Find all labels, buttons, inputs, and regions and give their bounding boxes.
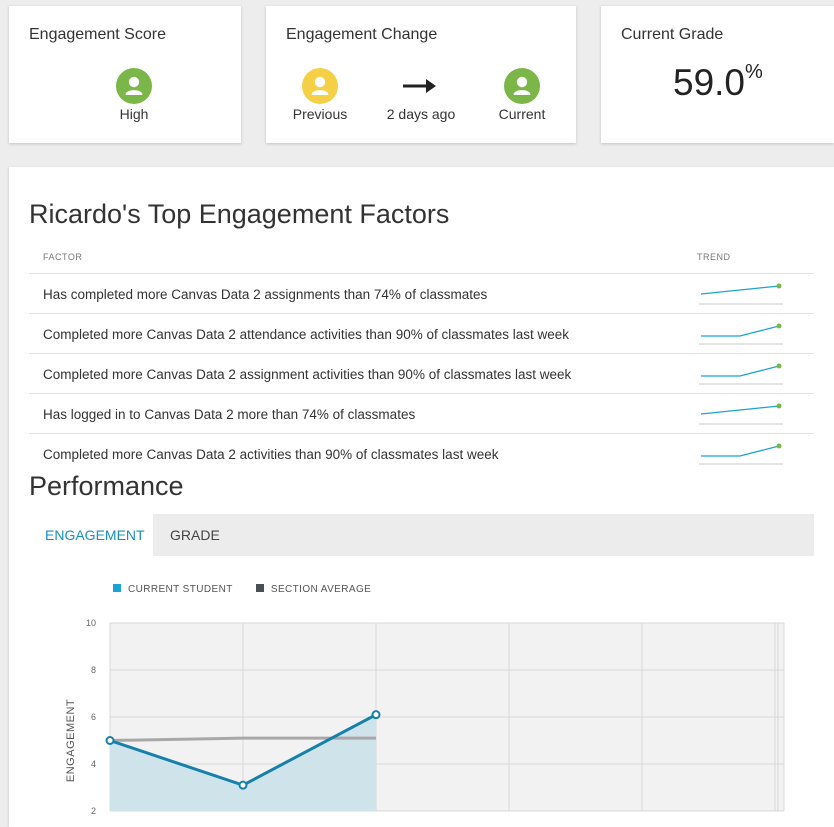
current-student-point — [371, 710, 381, 720]
y-tick-label: 8 — [91, 665, 96, 675]
legend-label: SECTION AVERAGE — [270, 584, 372, 595]
sparkline-line — [701, 445, 780, 457]
trend-sparkline — [699, 323, 783, 345]
current-grade-value: 59.0 — [673, 62, 746, 103]
table-row: Completed more Canvas Data 2 assignment … — [29, 354, 814, 394]
legend-swatch — [255, 584, 264, 593]
trend-column-header: TREND — [697, 252, 731, 262]
factor-text: Completed more Canvas Data 2 assignment … — [43, 367, 572, 382]
tab-engagement[interactable]: ENGAGEMENT — [29, 514, 153, 556]
y-tick-label: 4 — [91, 759, 96, 769]
legend-item-section-average[interactable]: SECTION AVERAGE — [255, 584, 372, 595]
current-student-point — [238, 780, 248, 790]
y-tick-label: 10 — [86, 618, 96, 628]
y-tick-label: 6 — [91, 712, 96, 722]
y-tick-label: 2 — [91, 806, 96, 816]
sparkline-line — [701, 365, 780, 377]
engagement-change-card: Engagement Change Previous 2 days ago Cu… — [266, 6, 576, 143]
sparkline-line — [700, 405, 780, 415]
current-grade-unit: % — [745, 60, 763, 83]
factors-table: FACTOR TREND Has completed more Canvas D… — [29, 242, 814, 473]
trend-sparkline — [699, 443, 783, 465]
legend-item-current-student[interactable]: CURRENT STUDENT — [113, 584, 233, 595]
interval-label: 2 days ago — [386, 106, 456, 122]
trend-sparkline — [699, 363, 783, 385]
sparkline-endpoint — [776, 283, 782, 289]
sparkline-endpoint — [776, 443, 782, 449]
user-icon — [116, 68, 152, 104]
trend-sparkline — [699, 283, 783, 305]
table-row: Has completed more Canvas Data 2 assignm… — [29, 274, 814, 314]
factors-title: Ricardo's Top Engagement Factors — [29, 199, 450, 229]
table-row: Has logged in to Canvas Data 2 more than… — [29, 394, 814, 434]
table-row: Completed more Canvas Data 2 activities … — [29, 434, 814, 473]
current-student-area — [110, 714, 376, 811]
sparkline-endpoint — [776, 403, 782, 409]
user-icon — [302, 68, 338, 104]
engagement-score-card: Engagement Score High — [9, 6, 241, 143]
trend-sparkline — [699, 403, 783, 425]
previous-label: Previous — [292, 106, 348, 122]
table-row: Completed more Canvas Data 2 attendance … — [29, 314, 814, 354]
sparkline-line — [701, 325, 780, 337]
chart-plot: 2 4 6 8 10 ENGAGEMENT — [65, 618, 785, 816]
factors-table-header: FACTOR TREND — [29, 242, 814, 274]
engagement-chart: CURRENT STUDENT SECTION AVERAGE 2 4 6 8 10 EN… — [29, 556, 814, 827]
engagement-level: High — [119, 106, 149, 122]
engagement-change-title: Engagement Change — [286, 26, 438, 43]
sparkline-line — [700, 285, 780, 295]
sparkline-endpoint — [776, 363, 782, 369]
sparkline-endpoint — [776, 323, 782, 329]
factor-text: Has completed more Canvas Data 2 assignm… — [43, 287, 488, 302]
factor-text: Has logged in to Canvas Data 2 more than… — [43, 407, 416, 422]
factor-rows: Has completed more Canvas Data 2 assignm… — [29, 274, 814, 473]
factor-column-header: FACTOR — [43, 252, 83, 262]
performance-title: Performance — [29, 471, 184, 501]
legend-swatch — [113, 584, 121, 593]
performance-tabs: ENGAGEMENT GRADE — [29, 514, 814, 556]
user-icon — [504, 68, 540, 104]
current-grade-title: Current Grade — [621, 26, 724, 43]
tab-grade[interactable]: GRADE — [170, 527, 220, 543]
factor-text: Completed more Canvas Data 2 activities … — [43, 447, 499, 462]
current-grade-card: Current Grade 59.0% — [601, 6, 834, 143]
y-axis-label: ENGAGEMENT — [65, 699, 77, 782]
factor-text: Completed more Canvas Data 2 attendance … — [43, 327, 570, 342]
legend-label: CURRENT STUDENT — [128, 584, 233, 595]
arrow-right-icon — [403, 79, 436, 93]
current-label: Current — [498, 106, 546, 122]
current-grade-value-wrap: 59.0% — [673, 60, 763, 104]
chart-legend: CURRENT STUDENT SECTION AVERAGE — [113, 584, 391, 595]
main-panel: Ricardo's Top Engagement Factors FACTOR … — [9, 167, 834, 827]
current-student-point — [105, 736, 115, 745]
engagement-score-title: Engagement Score — [29, 26, 166, 43]
